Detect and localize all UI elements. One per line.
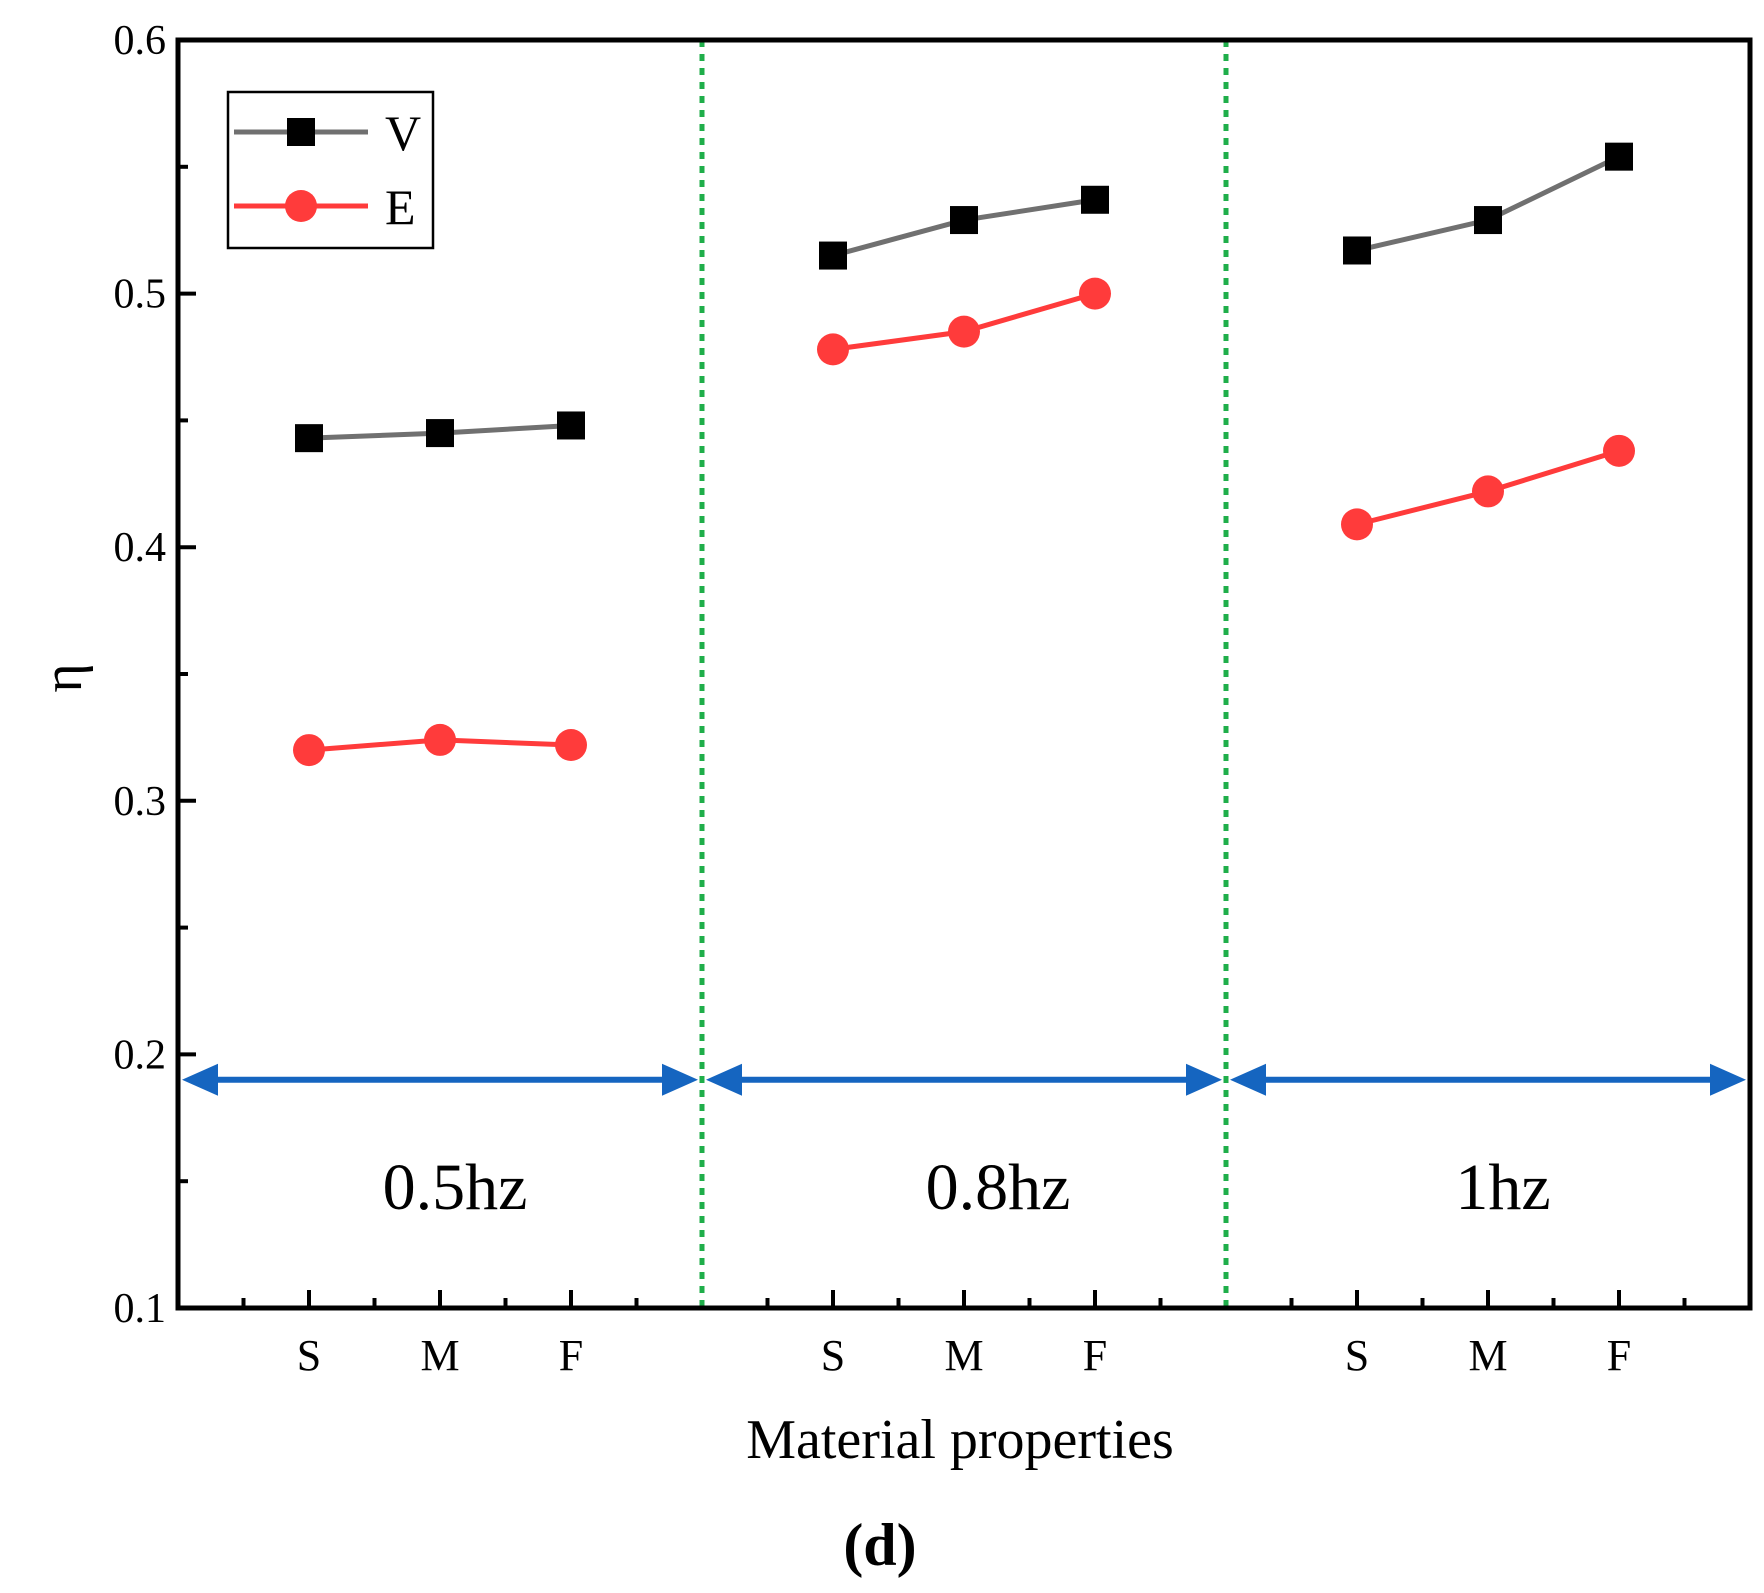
y-tick-label: 0.3	[114, 779, 167, 825]
legend-marker-e	[285, 190, 317, 222]
panel-label: (d)	[843, 1512, 916, 1578]
x-tick-label: S	[1345, 1331, 1369, 1380]
group-arrows	[182, 1063, 1746, 1096]
data-point-v	[950, 206, 978, 235]
group-label-1: 0.5hz	[383, 1151, 528, 1224]
series-layer	[293, 142, 1635, 767]
x-axis-title: Material properties	[746, 1409, 1174, 1471]
x-tick-label: M	[420, 1331, 459, 1380]
data-point-v	[1605, 142, 1633, 171]
legend-box	[226, 90, 435, 250]
y-tick-label: 0.5	[114, 272, 167, 318]
legend-marker-v	[287, 118, 315, 146]
y-tick-labels: 0.1 0.2 0.3 0.4 0.5 0.6	[114, 18, 167, 1332]
x-tick-label: F	[559, 1331, 583, 1380]
group-arrowhead-left-2	[706, 1063, 742, 1096]
group-arrowhead-left-3	[1230, 1063, 1266, 1096]
data-point-e	[1472, 475, 1504, 508]
data-point-e	[293, 734, 325, 767]
data-point-e	[948, 315, 980, 348]
x-tick-label: S	[297, 1331, 321, 1380]
legend-label-v: V	[385, 105, 421, 161]
data-point-e	[424, 723, 456, 756]
group-dividers	[699, 40, 1229, 1308]
data-point-v	[1081, 185, 1109, 214]
x-tick-label: M	[1468, 1331, 1507, 1380]
group-label-3: 1hz	[1455, 1151, 1550, 1224]
group-arrowhead-right-2	[1186, 1063, 1222, 1096]
y-axis-title: η	[32, 663, 94, 692]
data-point-v	[1474, 206, 1502, 235]
x-tick-label: M	[944, 1331, 983, 1380]
data-point-v	[819, 241, 847, 270]
data-point-v	[1343, 236, 1371, 265]
y-tick-label: 0.6	[114, 18, 167, 64]
y-tick-label: 0.4	[114, 525, 167, 571]
axis-ticks	[178, 38, 1687, 1310]
y-tick-label: 0.2	[114, 1032, 167, 1078]
data-point-v	[426, 419, 454, 448]
group-arrowhead-right-3	[1710, 1063, 1746, 1096]
data-point-e	[555, 729, 587, 762]
legend: V E	[226, 90, 435, 250]
group-arrowhead-right-1	[662, 1063, 698, 1096]
data-point-e	[1341, 508, 1373, 541]
data-point-e	[1603, 434, 1635, 467]
data-point-e	[1079, 277, 1111, 310]
data-point-v	[295, 424, 323, 453]
data-point-e	[817, 333, 849, 366]
group-arrowhead-left-1	[182, 1063, 218, 1096]
data-point-v	[557, 411, 585, 440]
x-tick-label: F	[1083, 1331, 1107, 1380]
group-label-2: 0.8hz	[926, 1151, 1071, 1224]
x-tick-label: F	[1607, 1331, 1631, 1380]
x-tick-label: S	[821, 1331, 845, 1380]
y-tick-label: 0.1	[114, 1286, 167, 1332]
frequency-group-labels: 0.5hz 0.8hz 1hz	[383, 1151, 1551, 1224]
legend-label-e: E	[385, 179, 416, 235]
